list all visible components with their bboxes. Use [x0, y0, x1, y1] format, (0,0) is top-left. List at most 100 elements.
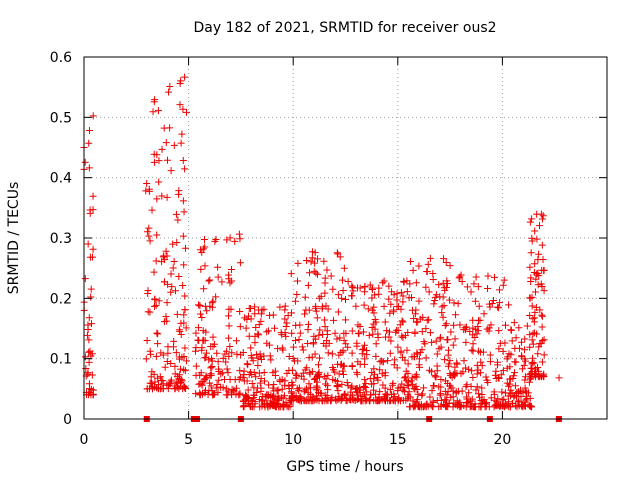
data-point [321, 279, 329, 287]
data-point [362, 388, 370, 396]
data-point [201, 386, 209, 394]
y-tick-label: 0.4 [50, 171, 72, 187]
data-point [438, 309, 446, 317]
data-point [364, 305, 372, 313]
data-point [344, 277, 352, 285]
data-point [368, 284, 376, 292]
data-point [431, 296, 439, 304]
data-point [321, 391, 329, 399]
data-point [471, 297, 479, 305]
data-point [516, 344, 524, 352]
data-point [467, 288, 475, 296]
data-point [162, 312, 170, 320]
data-point [266, 311, 274, 319]
data-point [528, 302, 536, 310]
data-point [153, 329, 161, 337]
data-point [150, 98, 158, 106]
data-point [457, 370, 465, 378]
data-point [172, 210, 180, 218]
data-point [522, 357, 530, 365]
data-point [231, 237, 239, 245]
data-point [514, 398, 522, 406]
y-tick-label: 0 [63, 412, 72, 428]
data-point [271, 371, 279, 379]
data-point [202, 372, 210, 380]
data-point [298, 343, 306, 351]
data-point [537, 210, 545, 218]
data-point [361, 282, 369, 290]
data-point [527, 274, 535, 282]
data-point [342, 329, 350, 337]
data-point [247, 352, 255, 360]
data-point [247, 315, 255, 323]
data-point [179, 197, 187, 205]
data-point [285, 382, 293, 390]
data-point [163, 156, 171, 164]
data-point [416, 348, 424, 356]
data-point [299, 369, 307, 377]
data-point [358, 350, 366, 358]
data-point [380, 277, 388, 285]
data-point [249, 357, 257, 365]
data-point [531, 371, 539, 379]
data-point [512, 334, 520, 342]
data-point [347, 391, 355, 399]
data-point [307, 258, 315, 266]
data-point [526, 331, 534, 339]
data-point [339, 367, 347, 375]
data-point [153, 151, 161, 159]
data-point [410, 315, 418, 323]
data-point [250, 403, 258, 411]
data-point [150, 158, 158, 166]
data-point [294, 259, 302, 267]
data-point [336, 334, 344, 342]
data-point [506, 403, 514, 411]
data-point [347, 292, 355, 300]
data-point [89, 192, 97, 200]
data-point [89, 112, 97, 120]
data-point [289, 381, 297, 389]
data-point [172, 349, 180, 357]
data-point [531, 260, 539, 268]
data-point [152, 301, 160, 309]
data-point [150, 268, 158, 276]
data-point [181, 367, 189, 375]
data-point [85, 139, 93, 147]
data-point [535, 343, 543, 351]
data-point [335, 351, 343, 359]
data-point [278, 331, 286, 339]
data-point [371, 390, 379, 398]
data-point [381, 397, 389, 405]
data-point [315, 361, 323, 369]
data-point [305, 306, 313, 314]
data-point [521, 376, 529, 384]
data-point [271, 324, 279, 332]
data-point [209, 297, 217, 305]
data-point [540, 287, 548, 295]
data-point [303, 396, 311, 404]
data-point [463, 283, 471, 291]
data-point [290, 343, 298, 351]
data-point [465, 365, 473, 373]
data-point [412, 279, 420, 287]
data-point [495, 327, 503, 335]
data-point [197, 265, 205, 273]
data-point [496, 339, 504, 347]
data-point [436, 333, 444, 341]
data-point [225, 352, 233, 360]
data-point [387, 300, 395, 308]
data-point [441, 387, 449, 395]
data-point [214, 358, 222, 366]
data-point [452, 311, 460, 319]
data-point [526, 263, 534, 271]
data-point [433, 291, 441, 299]
data-point [257, 374, 265, 382]
data-point [499, 401, 507, 409]
data-point [494, 395, 502, 403]
data-point [285, 353, 293, 361]
data-point [287, 270, 295, 278]
data-point [242, 394, 250, 402]
data-point [179, 385, 187, 393]
data-point [207, 364, 215, 372]
data-point [225, 334, 233, 342]
